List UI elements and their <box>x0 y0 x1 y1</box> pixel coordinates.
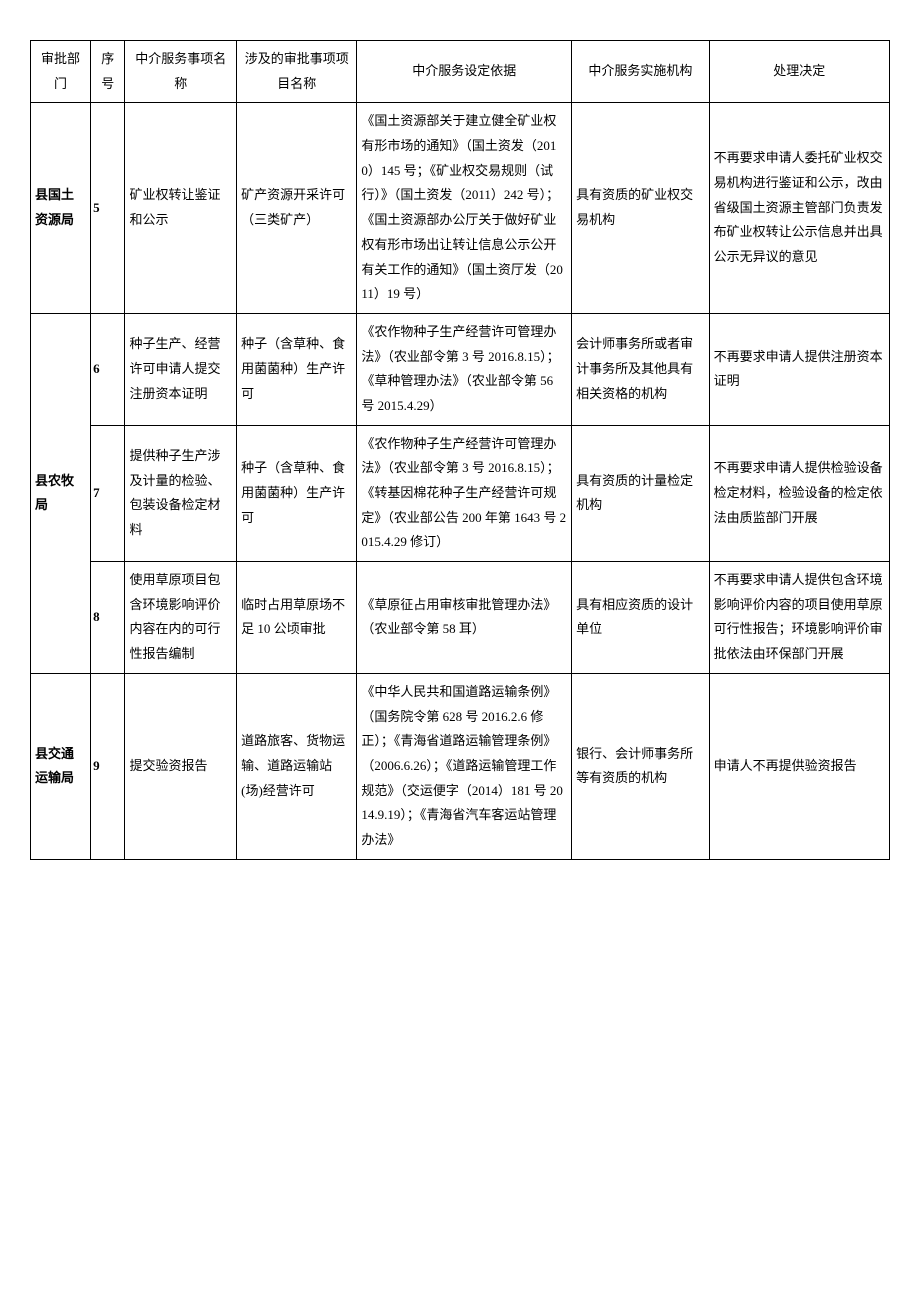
cell-agency: 具有资质的矿业权交易机构 <box>572 103 709 314</box>
cell-service: 提交验资报告 <box>125 673 237 859</box>
cell-service: 使用草原项目包含环境影响评价内容在内的可行性报告编制 <box>125 562 237 674</box>
cell-decision: 不再要求申请人提供检验设备检定材料，检验设备的检定依法由质监部门开展 <box>709 425 889 561</box>
table-row: 7提供种子生产涉及计量的检验、包装设备检定材料种子（含草种、食用菌菌种）生产许可… <box>31 425 890 561</box>
cell-basis: 《农作物种子生产经营许可管理办法》（农业部令第 3 号 2016.8.15）；《… <box>357 425 572 561</box>
cell-basis: 《中华人民共和国道路运输条例》（国务院令第 628 号 2016.2.6 修正）… <box>357 673 572 859</box>
table-row: 县交通运输局9提交验资报告道路旅客、货物运输、道路运输站(场)经营许可《中华人民… <box>31 673 890 859</box>
cell-decision: 不再要求申请人提供包含环境影响评价内容的项目使用草原可行性报告；环境影响评价审批… <box>709 562 889 674</box>
cell-seq: 6 <box>91 313 125 425</box>
table-row: 县农牧局6种子生产、经营许可申请人提交注册资本证明种子（含草种、食用菌菌种）生产… <box>31 313 890 425</box>
cell-approval: 矿产资源开采许可（三类矿产） <box>237 103 357 314</box>
table-header-row: 审批部门 序号 中介服务事项名称 涉及的审批事项项目名称 中介服务设定依据 中介… <box>31 41 890 103</box>
cell-approval: 临时占用草原场不足 10 公顷审批 <box>237 562 357 674</box>
cell-service: 种子生产、经营许可申请人提交注册资本证明 <box>125 313 237 425</box>
cell-approval: 种子（含草种、食用菌菌种）生产许可 <box>237 425 357 561</box>
cell-dept: 县交通运输局 <box>31 673 91 859</box>
cell-seq: 5 <box>91 103 125 314</box>
cell-agency: 具有相应资质的设计单位 <box>572 562 709 674</box>
cell-decision: 不再要求申请人提供注册资本证明 <box>709 313 889 425</box>
col-approval: 涉及的审批事项项目名称 <box>237 41 357 103</box>
cell-approval: 种子（含草种、食用菌菌种）生产许可 <box>237 313 357 425</box>
col-service: 中介服务事项名称 <box>125 41 237 103</box>
approval-table: 审批部门 序号 中介服务事项名称 涉及的审批事项项目名称 中介服务设定依据 中介… <box>30 40 890 860</box>
col-agency: 中介服务实施机构 <box>572 41 709 103</box>
cell-agency: 具有资质的计量检定机构 <box>572 425 709 561</box>
col-basis: 中介服务设定依据 <box>357 41 572 103</box>
cell-agency: 会计师事务所或者审计事务所及其他具有相关资格的机构 <box>572 313 709 425</box>
cell-decision: 不再要求申请人委托矿业权交易机构进行鉴证和公示，改由省级国土资源主管部门负责发布… <box>709 103 889 314</box>
cell-basis: 《草原征占用审核审批管理办法》（农业部令第 58 耳） <box>357 562 572 674</box>
cell-service: 矿业权转让鉴证和公示 <box>125 103 237 314</box>
table-row: 8使用草原项目包含环境影响评价内容在内的可行性报告编制临时占用草原场不足 10 … <box>31 562 890 674</box>
cell-approval: 道路旅客、货物运输、道路运输站(场)经营许可 <box>237 673 357 859</box>
cell-seq: 9 <box>91 673 125 859</box>
col-seq: 序号 <box>91 41 125 103</box>
cell-agency: 银行、会计师事务所等有资质的机构 <box>572 673 709 859</box>
col-decision: 处理决定 <box>709 41 889 103</box>
cell-dept: 县农牧局 <box>31 313 91 673</box>
cell-service: 提供种子生产涉及计量的检验、包装设备检定材料 <box>125 425 237 561</box>
cell-basis: 《农作物种子生产经营许可管理办法》（农业部令第 3 号 2016.8.15）；《… <box>357 313 572 425</box>
cell-seq: 7 <box>91 425 125 561</box>
cell-seq: 8 <box>91 562 125 674</box>
table-row: 县国土资源局5矿业权转让鉴证和公示矿产资源开采许可（三类矿产）《国土资源部关于建… <box>31 103 890 314</box>
cell-basis: 《国土资源部关于建立健全矿业权有形市场的通知》（国土资发（2010）145 号；… <box>357 103 572 314</box>
cell-dept: 县国土资源局 <box>31 103 91 314</box>
cell-decision: 申请人不再提供验资报告 <box>709 673 889 859</box>
col-dept: 审批部门 <box>31 41 91 103</box>
